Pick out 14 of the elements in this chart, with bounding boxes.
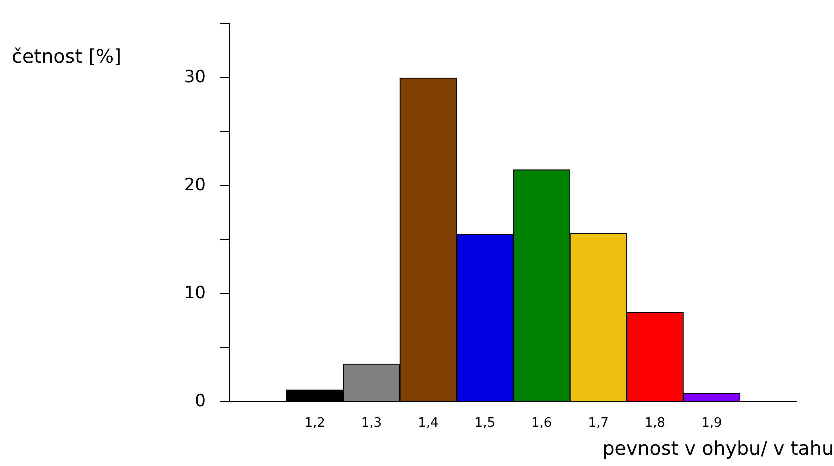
x-tick-label: 1,3 bbox=[361, 416, 382, 432]
x-tick-label: 1,4 bbox=[418, 416, 439, 432]
y-tick-label: 20 bbox=[184, 176, 206, 196]
x-tick-label: 1,6 bbox=[532, 416, 552, 432]
y-tick-label: 30 bbox=[184, 68, 206, 88]
y-tick-label: 0 bbox=[195, 391, 206, 412]
y-axis-title: četnost [%] bbox=[12, 46, 122, 68]
x-tick-label: 1,2 bbox=[304, 416, 326, 432]
x-axis-title: pevnost v ohybu/ v tahu bbox=[602, 438, 834, 460]
y-tick-label: 10 bbox=[184, 283, 206, 304]
x-tick-label: 1,9 bbox=[702, 416, 722, 432]
x-tick-label: 1,5 bbox=[474, 416, 496, 432]
x-tick-label: 1,7 bbox=[588, 416, 609, 432]
x-tick-label: 1,8 bbox=[644, 416, 666, 432]
